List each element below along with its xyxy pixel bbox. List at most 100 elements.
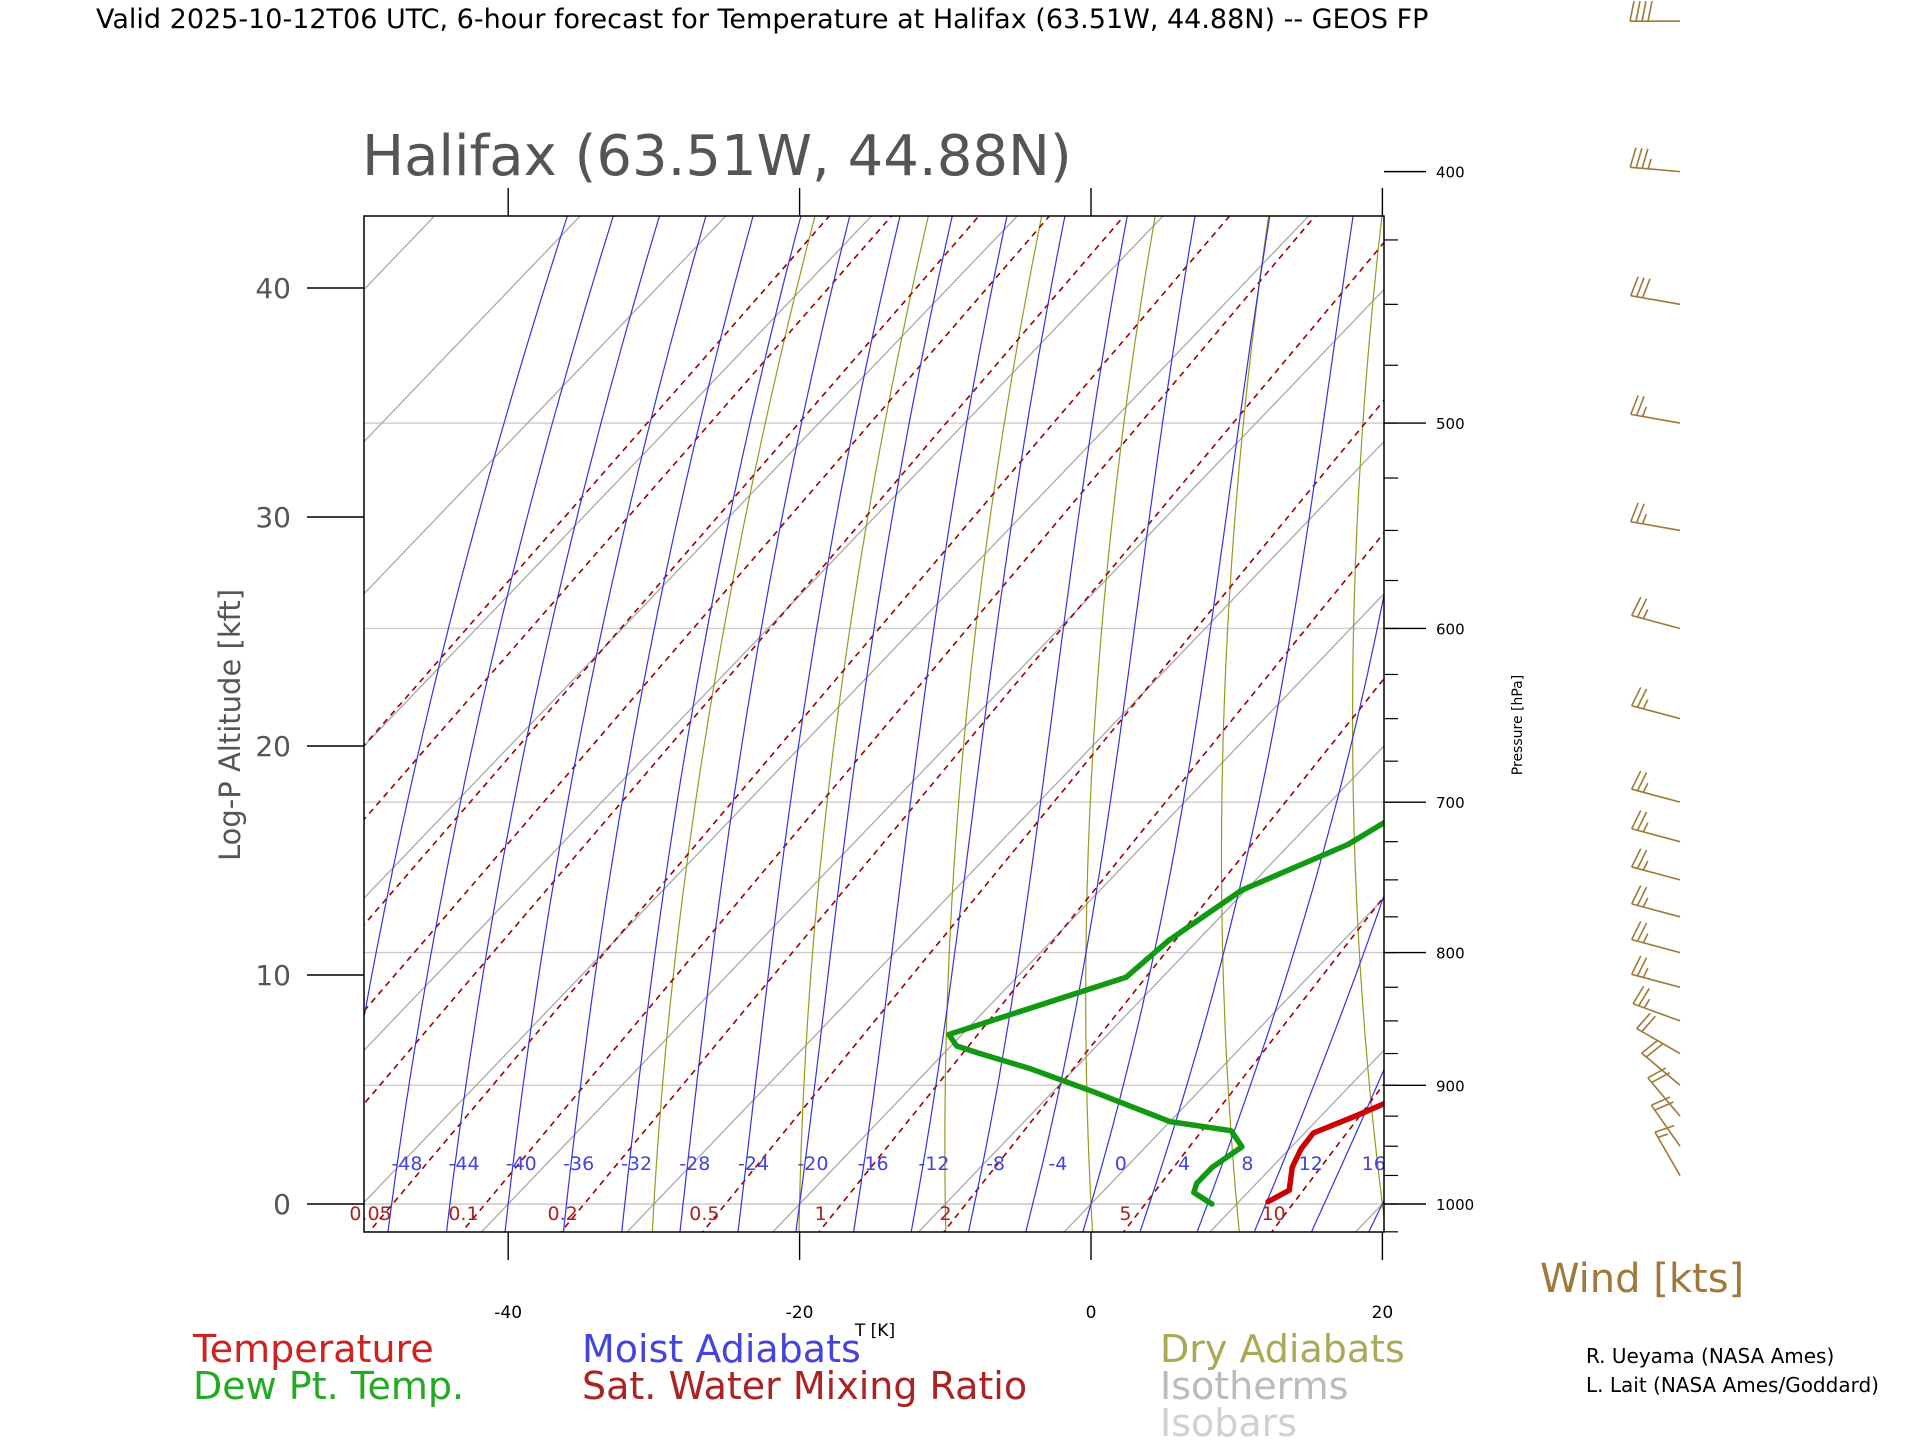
moist-adiabat-line [364,216,568,1021]
mixing-ratio-label: 0.2 [548,1203,578,1225]
wind-barb-feather [1630,955,1642,975]
isotherm-line [364,216,1310,1204]
x-tick-label: 20 [1372,1303,1394,1323]
moist-adiabat-line [445,216,661,1232]
moist-adiabat-label: -24 [738,1153,769,1175]
mixing-ratio-line [817,531,1384,1232]
wind-barb-half-feather [1642,822,1649,833]
wind-barb-feather [1630,921,1642,941]
wind-barb-half-feather [1641,514,1648,525]
y-tick-label: 10 [255,959,291,992]
wind-barb-feather [1636,772,1648,792]
moist-adiabat-label: -16 [858,1153,889,1175]
isotherm-line [0,174,38,1250]
wind-barb-half-feather [1642,897,1649,908]
mixing-ratio-line [460,216,1317,1232]
isotherm-line [364,216,1019,900]
isotherm-line [626,440,1384,1232]
pressure-tick-label: 400 [1436,164,1465,182]
wind-barb [1641,1039,1681,1086]
moist-adiabat-line [737,216,901,1232]
wind-barb-shaft [1647,1077,1681,1117]
temperature-line [1265,1100,1384,1205]
mixing-ratio-label: 10 [1262,1203,1286,1225]
legend-dry-adiabats: Dry Adiabats [1160,1327,1405,1371]
isotherm-line [1354,1201,1384,1232]
isotherm-line [480,288,1384,1232]
mixing-ratio-line [367,216,1231,1232]
wind-barb-shaft [1631,827,1681,843]
plot-frame [363,215,1385,1233]
wind-barb [1632,985,1681,1022]
moist-adiabat-line [1517,0,1920,1274]
wind-barb-shaft [1630,294,1681,306]
dry-adiabat-line [1836,0,1920,1270]
moist-adiabat-line [1196,592,1384,1232]
moist-adiabat-label: -48 [391,1153,422,1175]
wind-barb-feather [1636,811,1648,831]
wind-barb [1630,596,1681,630]
isotherm-line [0,174,184,1250]
wind-barb [1630,955,1681,989]
wind-barb-feather [1647,1067,1667,1079]
isotherm-line [364,216,727,595]
page-title: Valid 2025-10-12T06 UTC, 6-hour forecast… [96,4,1428,35]
mixing-ratio-line [1403,0,1920,1270]
wind-barb-shaft [1654,1131,1681,1176]
pressure-tick-label: 1000 [1436,1196,1474,1214]
moist-adiabat-line [1368,1199,1384,1232]
mixing-ratio-line [1122,895,1384,1232]
moist-adiabat-line [1025,216,1196,1232]
pressure-tick-label: 600 [1436,620,1465,638]
moist-adiabat-label: 8 [1241,1153,1253,1175]
moist-adiabat-label: 16 [1362,1153,1386,1175]
moist-adiabat-label: 0 [1115,1153,1127,1175]
wind-barb [1629,1,1680,22]
mixing-ratio-label: 0.1 [448,1203,478,1225]
mixing-ratio-line [942,677,1384,1232]
mixing-ratio-label: 1 [815,1203,827,1225]
moist-adiabat-label: 12 [1299,1153,1323,1175]
moist-adiabat-line [1404,0,1920,1274]
isotherm-line [0,174,329,1250]
isotherm-line [364,216,1164,1052]
wind-barb-feather [1629,147,1637,168]
wind-barb [1630,885,1681,918]
x-axis-label: T [K] [854,1321,895,1341]
wind-barb-shaft [1631,614,1681,630]
moist-adiabat-line [1253,893,1384,1232]
wind-barb-feather [1636,688,1648,708]
wind-barb-feather [1650,1096,1671,1106]
moist-adiabat-line [621,216,802,1232]
wind-barb-half-feather [1642,967,1649,978]
wind-barb-feather [1635,503,1645,524]
wind-barb-feather [1637,988,1650,1007]
mixing-ratio-label: 5 [1119,1203,1131,1225]
wind-barb [1647,1067,1681,1117]
y2-axis-label: Pressure [hPa] [1510,675,1526,775]
moist-adiabat-label: -32 [621,1153,652,1175]
wind-barb-shaft [1632,1003,1681,1022]
wind-barb-feather [1641,1,1647,22]
x-tick-label: -20 [786,1303,814,1323]
pressure-tick-label: 500 [1436,415,1465,433]
wind-barb-half-feather [1642,699,1649,710]
dry-adiabat-line [798,216,929,1232]
wind-barb-shaft [1631,973,1681,989]
wind-barb-feather [1651,1071,1670,1084]
wind-barb-shaft [1631,704,1681,720]
wind-barb-feather [1630,848,1642,868]
isotherm-line [1208,1049,1384,1232]
legend-isotherms: Isotherms [1160,1364,1348,1408]
wind-barb-shaft [1641,1052,1681,1086]
wind-barb-feather [1636,886,1648,906]
wind-barb-half-feather [1657,1133,1668,1139]
moist-adiabat-line [1574,0,1920,1274]
wind-barb-half-feather [1647,158,1652,170]
mixing-ratio-line [364,216,831,747]
wind-barb [1630,276,1681,306]
moist-adiabat-label: -28 [679,1153,710,1175]
mixing-ratio-line [364,216,1125,1106]
credit-line-2: L. Lait (NASA Ames/Goddard) [1586,1373,1879,1397]
